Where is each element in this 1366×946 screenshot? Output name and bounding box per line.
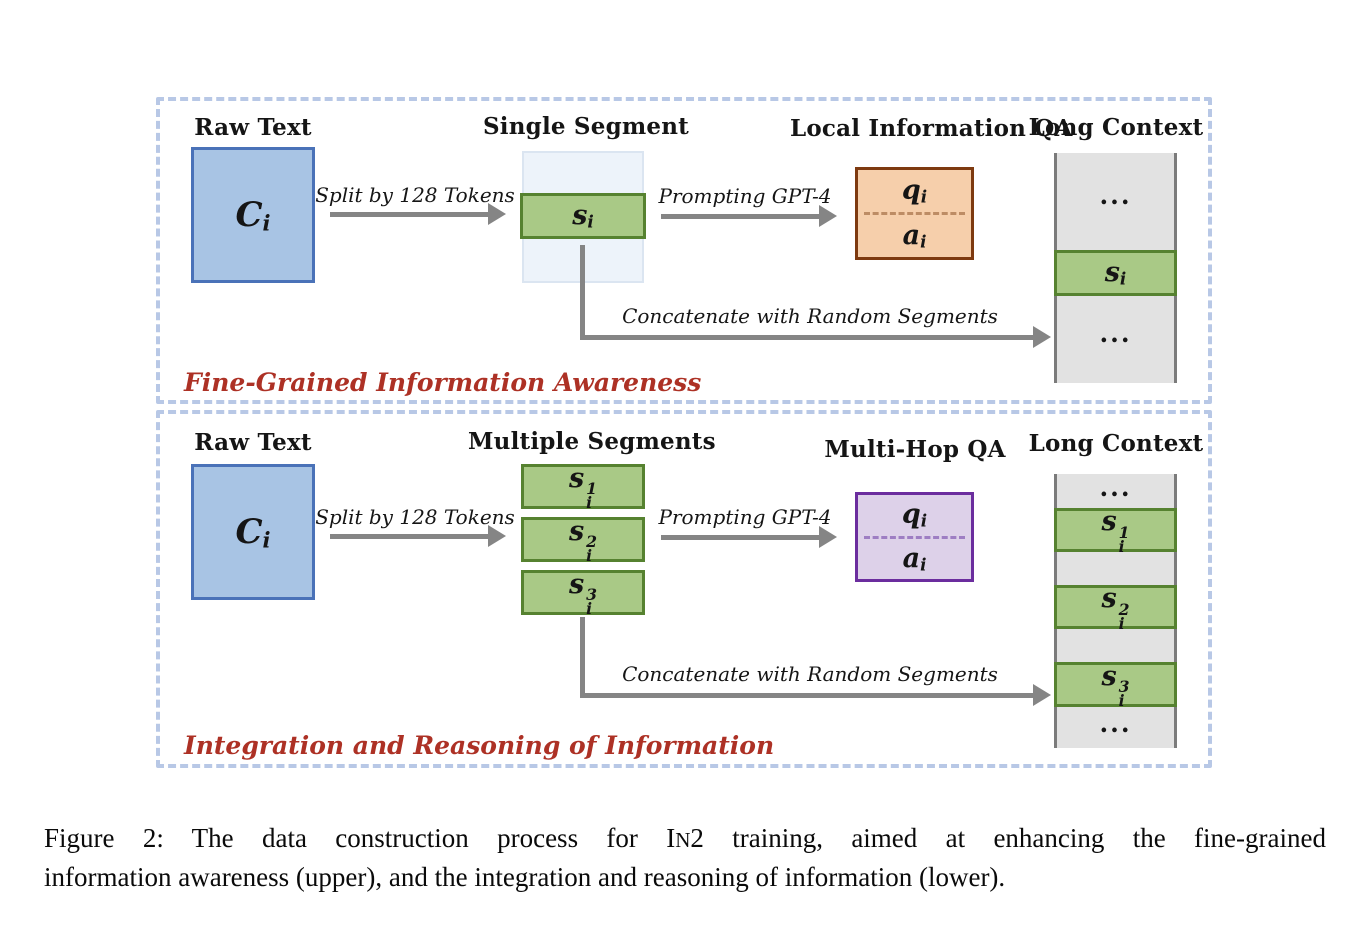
lower-qa-box: qi ai	[855, 492, 974, 582]
question-row: qi	[858, 170, 971, 212]
corpus-symbol: Ci	[235, 511, 271, 553]
lower-corpus-box: Ci	[191, 464, 315, 600]
upper-concat-arrow-vline	[580, 245, 585, 337]
upper-split-arrow-line	[330, 212, 488, 217]
lower-concat-arrow-label: Concatenate with Random Segments	[622, 662, 998, 686]
lower-split-arrow-head	[488, 525, 506, 547]
caption-line-1: Figure 2: The data construction process …	[44, 823, 1326, 853]
answer-row: ai	[858, 215, 971, 257]
lower-raw-text-title: Raw Text	[194, 429, 312, 456]
lower-panel-tag: Integration and Reasoning of Information	[184, 731, 775, 760]
lower-split-arrow-label: Split by 128 Tokens	[315, 505, 515, 529]
upper-corpus-box: Ci	[191, 147, 315, 283]
upper-prompt-arrow-head	[819, 205, 837, 227]
upper-segment-title: Single Segment	[483, 113, 689, 140]
segment-symbol: si	[1104, 257, 1127, 289]
upper-long-context-column: ... si ...	[1054, 153, 1177, 383]
lower-long-context-title: Long Context	[1028, 430, 1204, 457]
upper-panel	[156, 97, 1212, 404]
upper-panel-tag: Fine-Grained Information Awareness	[184, 368, 702, 397]
upper-concat-arrow-label: Concatenate with Random Segments	[622, 304, 998, 328]
ellipsis-top: ...	[1099, 472, 1132, 502]
context-filler-bottom: ...	[1057, 707, 1174, 748]
ellipsis-bottom: ...	[1099, 709, 1132, 738]
upper-concat-arrow-head	[1033, 326, 1051, 348]
lower-concat-arrow-hline	[580, 693, 1035, 698]
context-filler-mid-1	[1057, 552, 1174, 585]
upper-split-arrow-label: Split by 128 Tokens	[315, 183, 515, 207]
upper-concat-arrow-hline	[580, 335, 1035, 340]
lower-prompt-arrow-head	[819, 526, 837, 548]
lower-prompt-arrow-label: Prompting GPT-4	[658, 505, 832, 529]
upper-prompt-arrow-label: Prompting GPT-4	[658, 184, 832, 208]
ellipsis-top: ...	[1099, 181, 1132, 210]
lower-prompt-arrow-line	[661, 535, 819, 540]
upper-qa-box: qi ai	[855, 167, 974, 260]
qa-divider	[864, 212, 965, 215]
lower-concat-arrow-vline	[580, 617, 585, 697]
ellipsis-bottom: ...	[1099, 319, 1132, 348]
answer-symbol: ai	[902, 220, 927, 252]
context-filler-top: ...	[1057, 472, 1174, 508]
upper-raw-text-title: Raw Text	[194, 114, 312, 141]
upper-qa-title: Local Information QA	[790, 115, 1073, 142]
caption-line-2: information awareness (upper), and the i…	[44, 862, 1006, 892]
upper-split-arrow-head	[488, 203, 506, 225]
corpus-symbol: Ci	[235, 194, 271, 236]
answer-symbol: ai	[902, 542, 927, 575]
lower-segments-title: Multiple Segments	[468, 428, 716, 455]
question-symbol: qi	[901, 499, 928, 532]
upper-prompt-arrow-line	[661, 214, 819, 219]
lower-panel	[156, 410, 1212, 768]
question-row: qi	[858, 495, 971, 536]
figure-caption: Figure 2: The data construction process …	[44, 820, 1326, 896]
lower-qa-title: Multi-Hop QA	[824, 436, 1006, 463]
context-filler-mid-2	[1057, 629, 1174, 662]
upper-long-context-title: Long Context	[1028, 114, 1204, 141]
answer-row: ai	[858, 539, 971, 580]
question-symbol: qi	[901, 175, 928, 207]
upper-segment-box: si	[520, 193, 646, 239]
context-segment-si: si	[1054, 250, 1177, 296]
segment-symbol: si	[572, 200, 594, 232]
context-filler-bottom: ...	[1057, 296, 1174, 383]
lower-concat-arrow-head	[1033, 684, 1051, 706]
lower-split-arrow-line	[330, 534, 488, 539]
qa-divider	[864, 535, 965, 539]
context-filler-top: ...	[1057, 153, 1174, 250]
